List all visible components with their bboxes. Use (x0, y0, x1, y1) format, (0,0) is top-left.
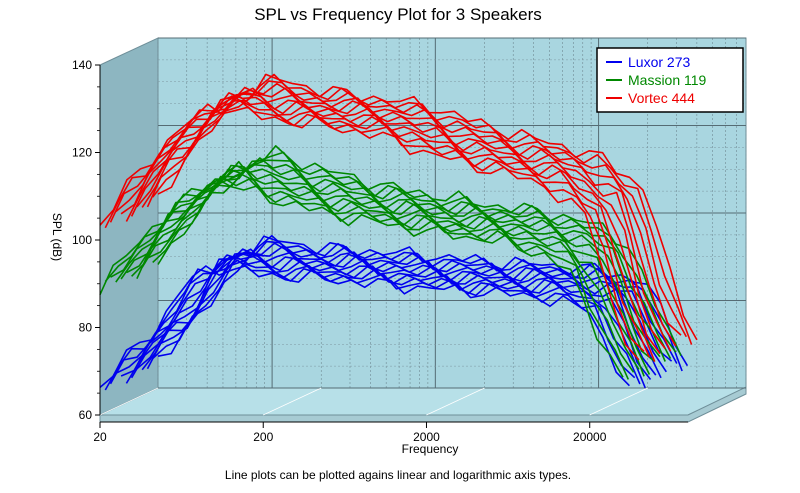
floor-grid-line (426, 387, 485, 416)
floor-grid-line (263, 387, 322, 416)
y-tick-label: 140 (72, 58, 92, 72)
series-line-massion-119 (99, 178, 624, 378)
series-line-massion-119 (141, 157, 666, 362)
series-line-luxor-273 (157, 235, 689, 367)
x-tick-label: 200 (253, 430, 273, 444)
floor-grid-line (589, 387, 648, 416)
floor-grid-line (99, 387, 159, 416)
series-curves (99, 73, 698, 391)
y-tick-label: 100 (72, 233, 92, 247)
series-line-luxor-273 (99, 264, 630, 389)
x-tick-label: 20 (93, 430, 107, 444)
y-axis-label: SPL (dB) (50, 213, 64, 261)
chart-title: SPL vs Frequency Plot for 3 Speakers (254, 5, 542, 24)
series-line-vortec-444 (125, 92, 666, 350)
y-tick-label: 120 (72, 146, 92, 160)
series-line-vortec-444 (146, 80, 688, 338)
series-line-massion-119 (120, 160, 645, 377)
series-line-luxor-273 (109, 255, 641, 385)
legend-entry: Luxor 273 (628, 54, 690, 70)
series-line-vortec-444 (99, 103, 640, 361)
chart-caption: Line plots can be plotted agains linear … (225, 468, 571, 482)
y-tick-label: 80 (79, 321, 93, 335)
series-line-luxor-273 (130, 248, 662, 379)
series-line-vortec-444 (115, 93, 656, 362)
series-line-luxor-273 (104, 259, 636, 391)
legend-entry: Vortec 444 (628, 90, 695, 106)
series-line-vortec-444 (130, 87, 672, 352)
y-tick-label: 60 (79, 408, 93, 422)
x-tick-label: 20000 (573, 430, 607, 444)
series-line-vortec-444 (109, 95, 651, 358)
legend[interactable]: Luxor 273 Massion 119 Vortec 444 (596, 47, 744, 113)
series-line-vortec-444 (152, 73, 693, 345)
series-line-massion-119 (104, 176, 630, 380)
axes: 60 80 100 120 140 20 200 2000 20000 (72, 58, 688, 444)
x-tick-label: 2000 (413, 430, 440, 444)
floor (99, 387, 747, 416)
legend-entry: Massion 119 (628, 72, 707, 88)
series-line-vortec-444 (136, 86, 677, 347)
x-axis-label: Frequency (402, 442, 459, 456)
